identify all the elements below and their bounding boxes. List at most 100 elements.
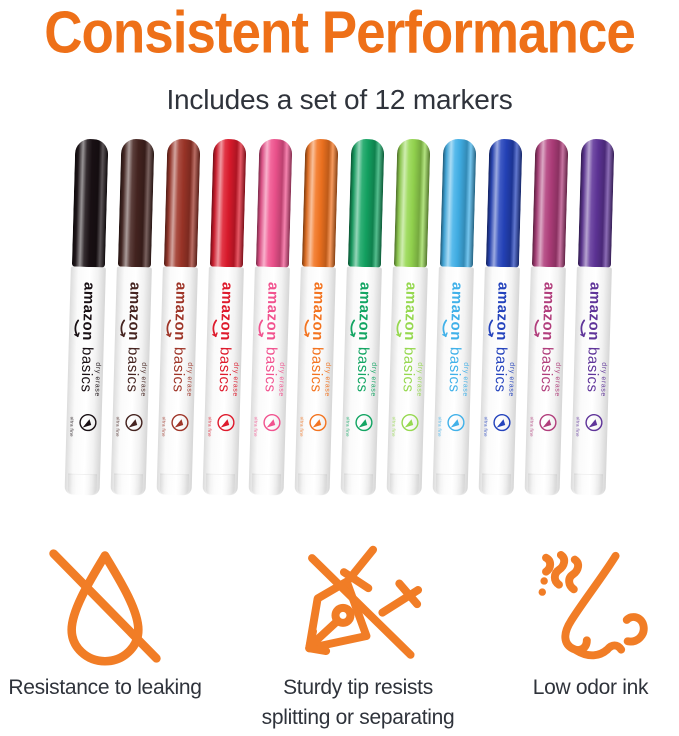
marker-tip-size-label: ultra fine [299,416,305,437]
marker-brick-red: amazonbasics dry erase ultra fine [156,138,202,496]
marker-product-label: dry erase [231,362,240,398]
no-leak-droplet-icon [5,545,205,667]
marker-tip-size-label: ultra fine [207,416,213,437]
page-subtitle: Includes a set of 12 markers [166,84,513,115]
marker-lime-green: amazonbasics dry erase ultra fine [386,138,432,496]
marker-tip-size-label: ultra fine [345,416,351,437]
feature-resistance-to-leaking: Resistance to leaking [5,545,205,703]
marker-product-label: dry erase [507,362,516,398]
marker-body: amazonbasics dry erase ultra fine [432,266,474,496]
feature-label-line1: Sturdy tip resists [283,676,433,699]
marker-cap [163,138,201,268]
marker-cap [485,138,523,268]
brand-name-amazon: amazon [584,281,604,342]
marker-body: amazonbasics dry erase ultra fine [64,266,106,496]
marker-product-label: dry erase [323,362,332,398]
marker-sky-blue: amazonbasics dry erase ultra fine [432,138,478,496]
marker-product-label: dry erase [415,362,424,398]
marker-product-label: dry erase [139,362,148,398]
marker-purple: amazonbasics dry erase ultra fine [570,138,616,496]
feature-list: Resistance to leaking Sturdy tip resists… [0,545,679,736]
marker-cap [209,138,247,268]
feature-sturdy-tip: Sturdy tip resists splitting or separatin… [236,545,480,734]
brand-name-amazon: amazon [538,281,558,342]
marker-tip-icon [538,413,557,432]
amazon-smile-icon [396,319,402,338]
amazon-smile-icon [120,319,126,338]
marker-product-label: dry erase [93,362,102,398]
marker-tip-size-label: ultra fine [391,416,397,437]
brand-name-amazon: amazon [400,281,420,342]
marker-body: amazonbasics dry erase ultra fine [524,266,566,496]
marker-green: amazonbasics dry erase ultra fine [340,138,386,496]
marker-product-label: dry erase [277,362,286,398]
marker-orange: amazonbasics dry erase ultra fine [294,138,340,496]
marker-body: amazonbasics dry erase ultra fine [478,266,520,496]
marker-body: amazonbasics dry erase ultra fine [294,266,336,496]
marker-cap [393,138,431,268]
marker-tip-icon [124,413,143,432]
marker-tip-size-label: ultra fine [529,416,535,437]
marker-berry-pink: amazonbasics dry erase ultra fine [524,138,570,496]
marker-tip-icon [492,413,511,432]
feature-low-odor: Low odor ink [508,545,673,703]
marker-tip-icon [78,413,97,432]
feature-label: Resistance to leaking [8,676,202,699]
marker-cap [439,138,477,268]
marker-product-label: dry erase [369,362,378,398]
brand-name-amazon: amazon [262,281,282,342]
amazon-smile-icon [580,319,586,338]
marker-tip-icon [584,413,603,432]
amazon-smile-icon [74,319,80,338]
marker-cap [301,138,339,268]
marker-body: amazonbasics dry erase ultra fine [202,266,244,496]
marker-body: amazonbasics dry erase ultra fine [156,266,198,496]
marker-tip-size-label: ultra fine [437,416,443,437]
brand-name-amazon: amazon [492,281,512,342]
marker-pink: amazonbasics dry erase ultra fine [248,138,294,496]
marker-red: amazonbasics dry erase ultra fine [202,138,248,496]
marker-cap [255,138,293,268]
amazon-smile-icon [442,319,448,338]
marker-cap [577,138,615,268]
marker-tip-size-label: ultra fine [575,416,581,437]
amazon-smile-icon [166,319,172,338]
marker-product-label: dry erase [461,362,470,398]
marker-cap [71,138,109,268]
brand-name-amazon: amazon [78,281,98,342]
marker-tip-size-label: ultra fine [115,416,121,437]
marker-body: amazonbasics dry erase ultra fine [340,266,382,496]
marker-tip-icon [170,413,189,432]
marker-tip-size-label: ultra fine [483,416,489,437]
feature-label: Sturdy tip resists splitting or separatin… [236,673,480,734]
brand-name-amazon: amazon [446,281,466,342]
feature-label: Low odor ink [532,676,649,699]
page-title: Consistent Performance [44,0,636,67]
marker-cap [531,138,569,268]
marker-black: amazonbasics dry erase ultra fine [64,138,110,496]
marker-brown: amazonbasics dry erase ultra fine [110,138,156,496]
marker-tip-size-label: ultra fine [253,416,259,437]
brand-name-amazon: amazon [354,281,374,342]
markers-photo: amazonbasics dry erase ultra fine amazon… [0,138,679,496]
amazon-smile-icon [534,319,540,338]
low-odor-nose-icon [508,545,673,667]
marker-product-label: dry erase [553,362,562,398]
marker-cap [347,138,385,268]
brand-name-amazon: amazon [170,281,190,342]
feature-label-line2: splitting or separating [261,706,455,730]
marker-body: amazonbasics dry erase ultra fine [386,266,428,496]
marker-tip-icon [216,413,235,432]
marker-body: amazonbasics dry erase ultra fine [570,266,612,496]
amazon-smile-icon [212,319,218,338]
marker-tip-size-label: ultra fine [69,416,75,437]
marker-tip-size-label: ultra fine [161,416,167,437]
marker-royal-blue: amazonbasics dry erase ultra fine [478,138,524,496]
marker-product-label: dry erase [185,362,194,398]
amazon-smile-icon [488,319,494,338]
marker-tip-icon [400,413,419,432]
brand-name-amazon: amazon [124,281,144,342]
brand-name-amazon: amazon [308,281,328,342]
amazon-smile-icon [258,319,264,338]
